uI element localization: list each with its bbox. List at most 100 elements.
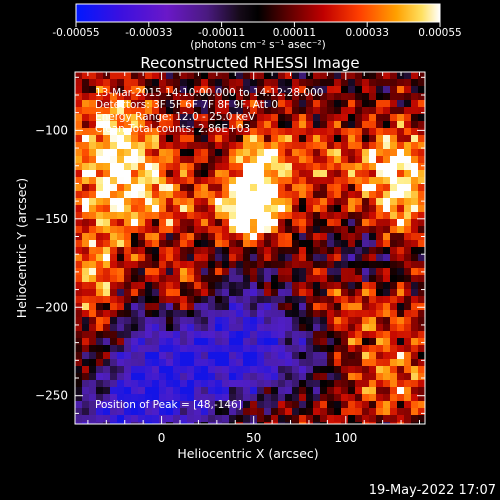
heatmap-cell [383,394,391,402]
heatmap-cell [110,247,118,255]
heatmap-cell [243,135,251,143]
heatmap-cell [397,331,405,339]
heatmap-cell [229,275,237,283]
heatmap-cell [341,212,349,220]
heatmap-cell [369,170,377,178]
heatmap-cell [250,142,258,150]
heatmap-cell [75,359,83,367]
heatmap-cell [292,107,300,115]
heatmap-cell [264,212,272,220]
heatmap-cell [194,219,202,227]
heatmap-cell [271,128,279,136]
heatmap-cell [229,296,237,304]
heatmap-cell [243,226,251,234]
heatmap-cell [201,310,209,318]
heatmap-cell [334,177,342,185]
heatmap-cell [194,366,202,374]
heatmap-cell [369,345,377,353]
heatmap-cell [201,324,209,332]
heatmap-cell [180,422,188,424]
heatmap-cell [341,72,349,80]
heatmap-cell [243,219,251,227]
heatmap-cell [292,191,300,199]
heatmap-cell [201,114,209,122]
heatmap-cell [341,275,349,283]
heatmap-cell [180,163,188,171]
heatmap-cell [341,198,349,206]
colorbar-tick-label: 0.00055 [418,27,461,39]
heatmap-cell [243,107,251,115]
peak-position-label: Position of Peak = [48,-146] [95,399,242,411]
heatmap-cell [145,338,153,346]
heatmap-cell [397,142,405,150]
heatmap-cell [96,100,104,108]
heatmap-cell [187,352,195,360]
heatmap-cell [131,219,139,227]
heatmap-cell [131,135,139,143]
heatmap-cell [145,345,153,353]
heatmap-cell [243,352,251,360]
heatmap-cell [390,268,398,276]
heatmap-cell [187,422,195,424]
heatmap-cell [138,79,146,87]
heatmap-cell [152,163,160,171]
heatmap-cell [173,240,181,248]
heatmap-cell [215,310,223,318]
heatmap-cell [355,170,363,178]
heatmap-cell [187,380,195,388]
heatmap-cell [383,142,391,150]
heatmap-cell [222,401,230,409]
heatmap-cell [278,324,286,332]
heatmap-cell [96,261,104,269]
heatmap-cell [236,163,244,171]
heatmap-cell [152,240,160,248]
heatmap-cell [411,128,419,136]
heatmap-cell [348,72,356,80]
heatmap-cell [117,240,125,248]
heatmap-cell [89,142,97,150]
heatmap-cell [257,310,265,318]
heatmap-cell [292,135,300,143]
heatmap-cell [299,219,307,227]
heatmap-cell [264,387,272,395]
heatmap-cell [159,72,167,80]
heatmap-cell [313,394,321,402]
heatmap-cell [313,107,321,115]
heatmap-cell [173,177,181,185]
heatmap-cell [243,268,251,276]
heatmap-cell [243,191,251,199]
heatmap-cell [278,170,286,178]
heatmap-cell [117,93,125,101]
heatmap-cell [404,205,412,213]
heatmap-cell [243,373,251,381]
heatmap-cell [362,142,370,150]
heatmap-cell [418,177,425,185]
heatmap-cell [180,233,188,241]
heatmap-cell [201,303,209,311]
heatmap-cell [145,142,153,150]
heatmap-cell [145,156,153,164]
heatmap-cell [369,352,377,360]
heatmap-cell [271,296,279,304]
heatmap-cell [376,394,384,402]
heatmap-cell [103,79,111,87]
heatmap-cell [173,233,181,241]
heatmap-cell [313,422,321,424]
heatmap-cell [278,128,286,136]
heatmap-cell [117,310,125,318]
heatmap-cell [327,128,335,136]
heatmap-cell [313,275,321,283]
heatmap-cell [411,156,419,164]
heatmap-cell [306,394,314,402]
heatmap-cell [334,261,342,269]
heatmap-cell [124,422,132,424]
heatmap-cell [124,352,132,360]
heatmap-cell [201,163,209,171]
heatmap-cell [355,331,363,339]
heatmap-cell [243,408,251,416]
heatmap-cell [82,366,90,374]
heatmap-cell [82,86,90,94]
heatmap-cell [124,289,132,297]
heatmap-cell [313,401,321,409]
heatmap-cell [327,317,335,325]
